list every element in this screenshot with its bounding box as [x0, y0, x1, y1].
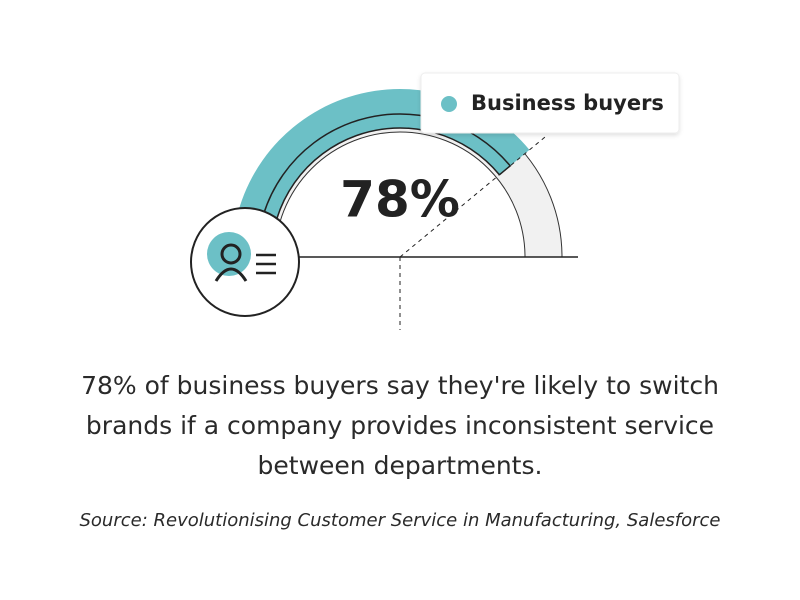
value-label: 78% [340, 171, 460, 229]
gauge-inner-edge [270, 127, 500, 258]
legend-swatch [441, 96, 457, 112]
gauge-chart: 78% Business buyers [190, 72, 680, 330]
legend: Business buyers [420, 72, 680, 134]
legend-label: Business buyers [471, 91, 664, 115]
caption: 78% of business buyers say they're likel… [81, 371, 719, 480]
legend-box [420, 72, 680, 134]
source: Source: Revolutionising Customer Service… [79, 510, 721, 531]
gauge-inner-line [256, 113, 512, 258]
user-icon [190, 207, 300, 317]
